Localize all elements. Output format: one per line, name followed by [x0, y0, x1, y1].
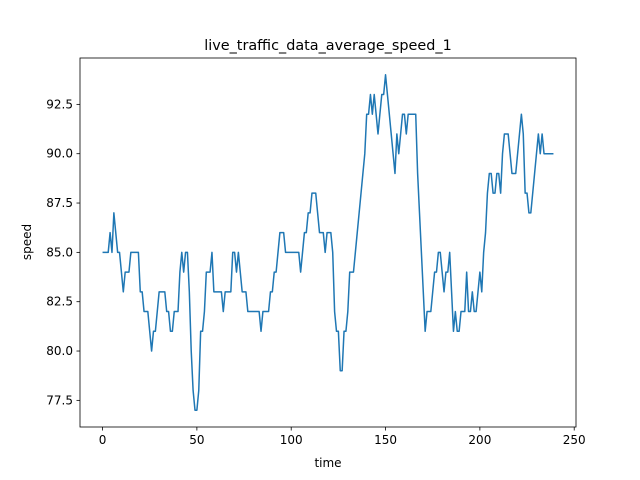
x-tick-label: 250: [563, 433, 586, 447]
x-tick-label: 50: [189, 433, 204, 447]
y-tick-label: 80.0: [46, 344, 73, 358]
line: [102, 74, 554, 411]
y-tick-label: 82.5: [46, 295, 73, 309]
y-tick-label: 87.5: [46, 196, 73, 210]
y-axis-label: speed: [20, 224, 34, 260]
y-tick-label: 85.0: [46, 245, 73, 259]
x-tick-label: 0: [99, 433, 107, 447]
y-tick-label: 77.5: [46, 393, 73, 407]
x-tick-label: 100: [280, 433, 303, 447]
y-tick-label: 90.0: [46, 147, 73, 161]
x-axis-label: time: [314, 456, 341, 470]
y-tick-label: 92.5: [46, 97, 73, 111]
x-tick-label: 200: [468, 433, 491, 447]
plot-frame: [79, 57, 577, 428]
x-tick-label: 150: [374, 433, 397, 447]
chart-title: live_traffic_data_average_speed_1: [204, 38, 452, 54]
